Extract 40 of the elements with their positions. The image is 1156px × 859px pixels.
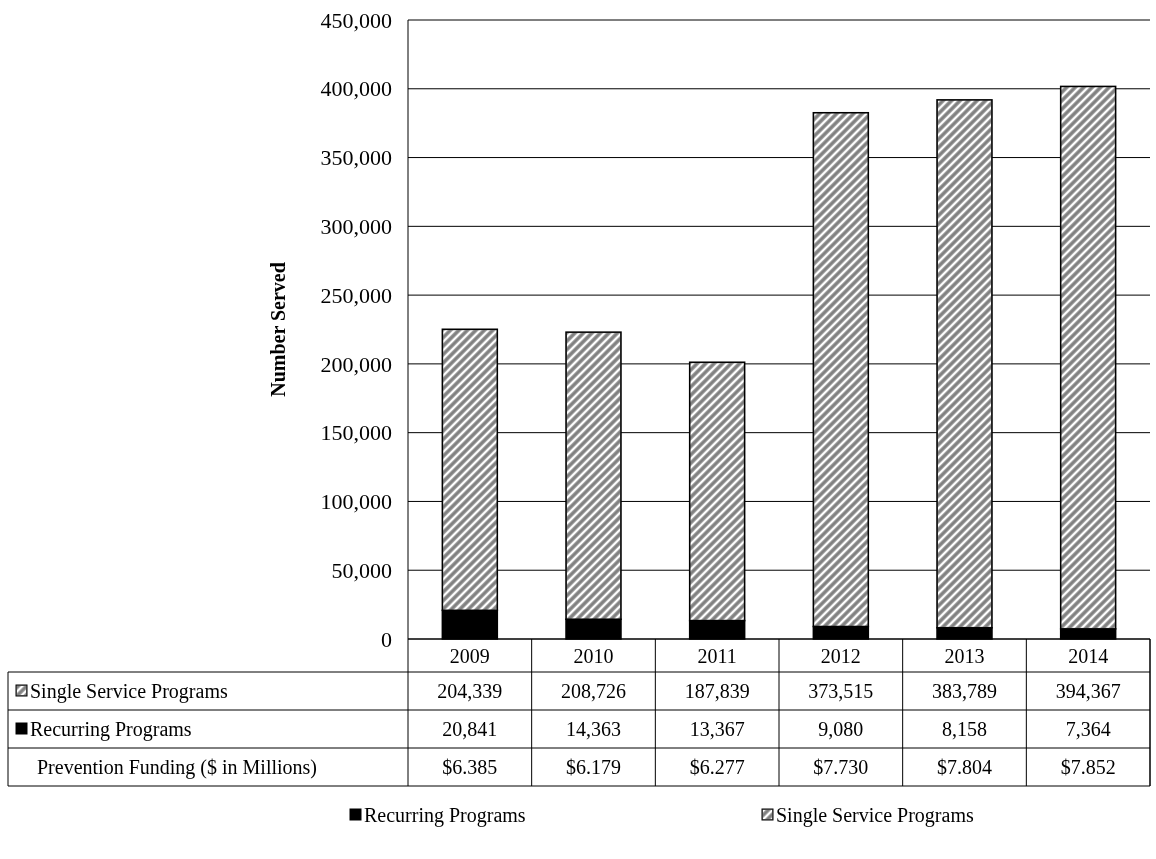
text: $6.385 bbox=[442, 756, 498, 778]
y-tick-label: 300,000 bbox=[320, 214, 392, 240]
legend-label: Single Service Programs bbox=[776, 804, 974, 827]
text: $6.277 bbox=[689, 756, 745, 778]
data-label: 383,789 bbox=[932, 680, 997, 702]
x-tick-label: 2012 bbox=[820, 644, 861, 667]
text: $7.730 bbox=[813, 756, 869, 778]
data-label: 14,363 bbox=[566, 718, 621, 740]
data-label: 9,080 bbox=[818, 718, 864, 740]
y-tick-label: 250,000 bbox=[320, 282, 392, 308]
legend-label: Recurring Programs bbox=[364, 804, 526, 827]
data-label: 7,364 bbox=[1065, 718, 1111, 740]
x-tick-label: 2013 bbox=[944, 644, 985, 667]
y-tick-label: 150,000 bbox=[320, 420, 392, 446]
text: $7.852 bbox=[1060, 756, 1116, 778]
y-tick-label: 0 bbox=[381, 626, 392, 652]
data-label: 20,841 bbox=[442, 718, 498, 740]
data-label: 208,726 bbox=[561, 680, 626, 702]
y-tick-label: 100,000 bbox=[320, 489, 392, 515]
data-label: 394,367 bbox=[1055, 680, 1121, 702]
y-tick-label: 50,000 bbox=[331, 557, 392, 583]
y-tick-label: 350,000 bbox=[320, 145, 392, 171]
text: Recurring Programs bbox=[30, 718, 192, 740]
data-label: 8,158 bbox=[942, 718, 987, 740]
y-tick-label: 200,000 bbox=[320, 351, 392, 377]
y-tick-label: 400,000 bbox=[320, 76, 392, 102]
text: $6.179 bbox=[566, 756, 621, 778]
x-tick-label: 2010 bbox=[573, 644, 614, 667]
text: Prevention Funding ($ in Millions) bbox=[37, 756, 317, 779]
x-tick-label: 2009 bbox=[449, 644, 490, 667]
data-label: 204,339 bbox=[437, 680, 503, 702]
x-tick-label: 2014 bbox=[1068, 644, 1109, 667]
x-tick-label: 2011 bbox=[697, 644, 737, 667]
y-axis-title: Number Served bbox=[267, 262, 289, 397]
data-label: 373,515 bbox=[808, 680, 874, 702]
data-label: 187,839 bbox=[684, 680, 750, 702]
text: Single Service Programs bbox=[30, 680, 228, 702]
data-label: 13,367 bbox=[689, 718, 745, 740]
y-tick-label: 450,000 bbox=[320, 7, 392, 33]
text: $7.804 bbox=[937, 756, 992, 778]
